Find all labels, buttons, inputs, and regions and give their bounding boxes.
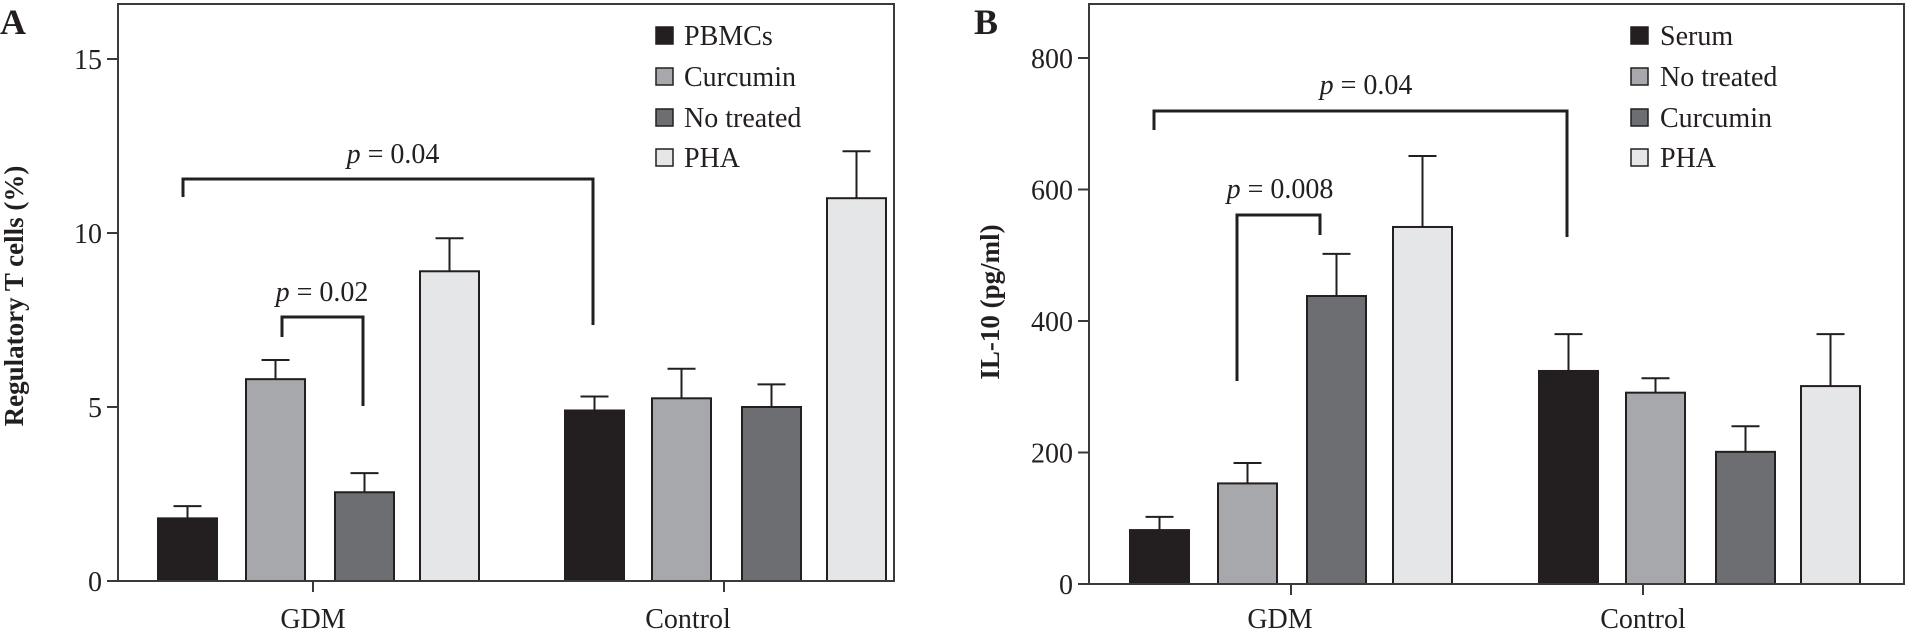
bar-control-no-treated [741, 406, 802, 582]
p-value: = 0.008 [1241, 174, 1334, 205]
p-value-label: p = 0.008 [1225, 174, 1334, 205]
bar-gdm-pha [419, 270, 480, 582]
legend-label: Serum [1660, 21, 1733, 52]
y-tick-label: 600 [1031, 176, 1073, 207]
legend-swatch [1630, 148, 1649, 167]
significance-brackets-a: p = 0.02p = 0.04 [181, 139, 595, 406]
x-axis-b: GDM Control [1247, 584, 1686, 632]
legend-label: No treated [684, 103, 801, 134]
panel-b: B IL-10 (pg/ml) 0 200 400 600 800 GDM Control… [974, 2, 1905, 632]
legend-item: Curcumin [1630, 103, 1772, 134]
p-symbol: p [1225, 174, 1241, 205]
x-tick-label: Control [1600, 604, 1686, 632]
p-value-label: p = 0.04 [345, 139, 440, 170]
legend-item: PHA [1630, 143, 1717, 174]
bar-gdm-no-treated [334, 491, 395, 583]
panel-letter-a: A [0, 2, 26, 42]
p-value: = 0.02 [290, 277, 369, 308]
legend-label: Curcumin [684, 62, 796, 93]
bar-control-no-treated [1625, 391, 1686, 586]
x-tick-label: GDM [1247, 604, 1312, 632]
y-axis-label-a: Regulatory T cells (%) [0, 166, 29, 427]
bar-gdm-curcumin [1306, 295, 1367, 585]
significance-bracket [1152, 109, 1569, 237]
p-symbol: p [274, 277, 290, 308]
bar-control-pbmcs [564, 409, 625, 583]
panel-letter-b: B [974, 2, 998, 42]
legend-a: PBMCs Curcumin No treated PHA [655, 21, 801, 174]
bar-control-pha [1800, 385, 1861, 585]
legend-swatch [655, 108, 674, 127]
y-tick-label: 0 [1059, 570, 1073, 601]
legend-item: PHA [655, 143, 741, 174]
y-tick-label: 200 [1031, 439, 1073, 470]
legend-b: Serum No treated Curcumin PHA [1630, 21, 1777, 174]
bar-gdm-serum [1129, 529, 1190, 586]
legend-swatch [655, 148, 674, 167]
legend-label: PHA [1660, 143, 1717, 174]
y-axis-b: 0 200 400 600 800 [1031, 44, 1089, 601]
legend-swatch [655, 26, 674, 45]
p-value-label: p = 0.02 [274, 277, 369, 308]
x-tick-label: Control [645, 604, 731, 632]
bar-gdm-curcumin [245, 378, 306, 582]
bar-gdm-pbmcs [157, 517, 218, 582]
legend-item: PBMCs [655, 21, 773, 52]
legend-item: Serum [1630, 21, 1733, 52]
y-axis-a: 0 5 10 15 [74, 45, 118, 598]
bar-control-serum [1538, 369, 1599, 585]
y-tick-label: 400 [1031, 307, 1073, 338]
legend-swatch [1630, 67, 1649, 86]
legend-label: PBMCs [684, 21, 773, 52]
plot-frame-b [1088, 3, 1905, 585]
y-tick-label: 0 [88, 567, 102, 598]
legend-item: No treated [1630, 62, 1777, 93]
bars-b [1078, 154, 1904, 586]
bar-control-pha [826, 197, 887, 582]
p-value-label: p = 0.04 [1318, 70, 1413, 101]
legend-swatch [1630, 26, 1649, 45]
p-value: = 0.04 [361, 139, 440, 170]
legend-label: No treated [1660, 62, 1777, 93]
y-tick-label: 5 [88, 393, 102, 424]
bar-gdm-no-treated [1217, 482, 1278, 585]
bars-a [107, 150, 894, 583]
y-axis-label-b: IL-10 (pg/ml) [975, 224, 1005, 379]
significance-bracket [181, 177, 595, 325]
significance-bracket [1235, 213, 1322, 381]
x-tick-label: GDM [280, 604, 345, 632]
legend-label: PHA [684, 143, 741, 174]
p-value: = 0.04 [1334, 70, 1413, 101]
x-axis-a: GDM Control [280, 581, 731, 632]
legend-swatch [1630, 108, 1649, 127]
bar-gdm-pha [1392, 225, 1453, 585]
y-tick-label: 10 [74, 219, 102, 250]
p-symbol: p [345, 139, 361, 170]
y-tick-label: 800 [1031, 44, 1073, 75]
legend-label: Curcumin [1660, 103, 1772, 134]
bar-control-curcumin [1715, 450, 1776, 585]
bar-control-curcumin [651, 397, 712, 582]
legend-swatch [655, 67, 674, 86]
legend-item: No treated [655, 103, 801, 134]
legend-item: Curcumin [655, 62, 796, 93]
y-tick-label: 15 [74, 45, 102, 76]
panel-a: A Regulatory T cells (%) 0 5 10 15 GDM Contr… [0, 2, 895, 632]
p-symbol: p [1318, 70, 1334, 101]
significance-bracket [280, 315, 365, 406]
